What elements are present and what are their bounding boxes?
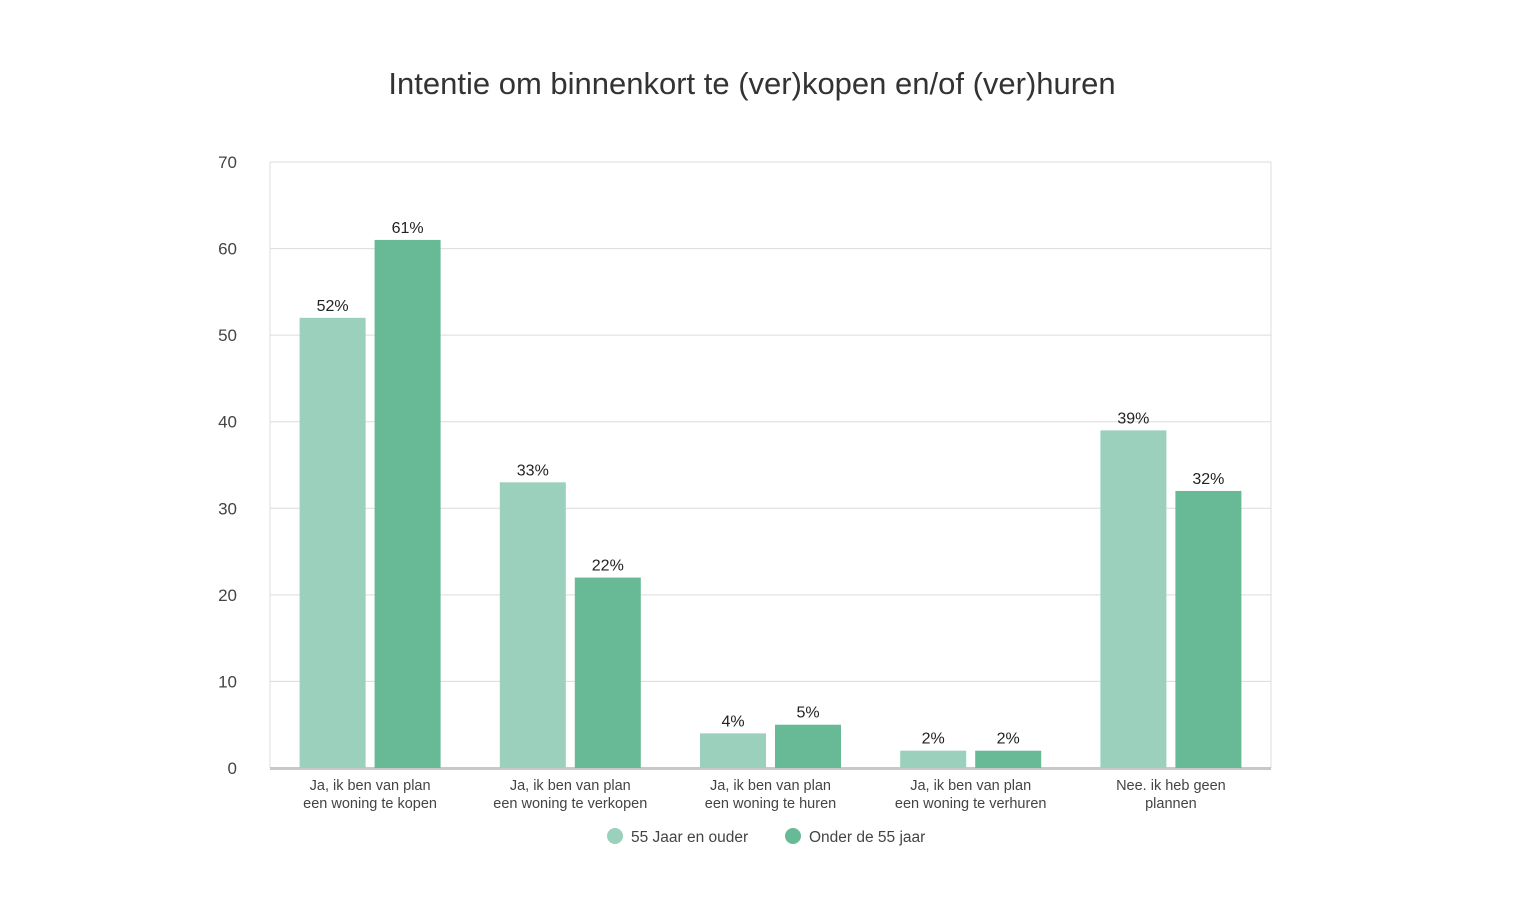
x-category-label: Ja, ik ben van plan bbox=[510, 778, 631, 794]
y-axis-ticks: 0 10 20 30 40 50 60 70 bbox=[218, 153, 237, 778]
legend-marker-icon bbox=[607, 828, 623, 844]
x-category-label: Ja, ik ben van plan bbox=[310, 778, 431, 794]
legend: 55 Jaar en ouder Onder de 55 jaar bbox=[607, 828, 925, 846]
y-tick-label: 20 bbox=[218, 586, 237, 605]
y-tick-label: 70 bbox=[218, 153, 237, 172]
y-tick-label: 30 bbox=[218, 499, 237, 518]
x-category-label: Nee. ik heb geen bbox=[1116, 778, 1226, 794]
data-label: 4% bbox=[721, 713, 744, 730]
x-category-label: een woning te huren bbox=[705, 796, 836, 812]
bars bbox=[299, 239, 1242, 768]
bar bbox=[900, 750, 967, 768]
x-category-label: plannen bbox=[1145, 796, 1197, 812]
bar bbox=[499, 482, 566, 768]
data-label: 22% bbox=[592, 558, 624, 575]
legend-marker-icon bbox=[785, 828, 801, 844]
x-category-label: Ja, ik ben van plan bbox=[910, 778, 1031, 794]
chart-title: Intentie om binnenkort te (ver)kopen en/… bbox=[388, 66, 1115, 101]
y-tick-label: 50 bbox=[218, 326, 237, 345]
bar bbox=[775, 724, 841, 768]
y-tick-label: 60 bbox=[218, 240, 237, 259]
x-axis-categories: Ja, ik ben van plan een woning te kopen Ja… bbox=[303, 778, 1226, 812]
bar bbox=[574, 577, 641, 768]
bar bbox=[1100, 430, 1167, 768]
data-label: 2% bbox=[922, 731, 945, 748]
data-labels: 52% 61% 33% 22% 4% 5% 2% 2% 39% 32% bbox=[317, 220, 1225, 748]
data-label: 5% bbox=[796, 705, 819, 722]
y-tick-label: 10 bbox=[218, 672, 237, 691]
bar bbox=[299, 317, 366, 768]
legend-label: Onder de 55 jaar bbox=[809, 829, 925, 846]
x-category-label: een woning te verkopen bbox=[493, 796, 647, 812]
data-label: 33% bbox=[517, 462, 549, 479]
data-label: 32% bbox=[1192, 471, 1224, 488]
bar bbox=[975, 750, 1042, 768]
y-tick-label: 40 bbox=[218, 413, 237, 432]
bar bbox=[374, 239, 441, 768]
x-category-label: Ja, ik ben van plan bbox=[710, 778, 831, 794]
data-label: 39% bbox=[1117, 410, 1149, 427]
x-category-label: een woning te kopen bbox=[303, 796, 437, 812]
legend-label: 55 Jaar en ouder bbox=[631, 829, 748, 846]
data-label: 61% bbox=[392, 220, 424, 237]
bar bbox=[700, 733, 766, 768]
bar bbox=[1175, 490, 1242, 768]
data-label: 52% bbox=[317, 298, 349, 315]
y-tick-label: 0 bbox=[228, 759, 237, 778]
data-label: 2% bbox=[997, 731, 1020, 748]
x-category-label: een woning te verhuren bbox=[895, 796, 1047, 812]
